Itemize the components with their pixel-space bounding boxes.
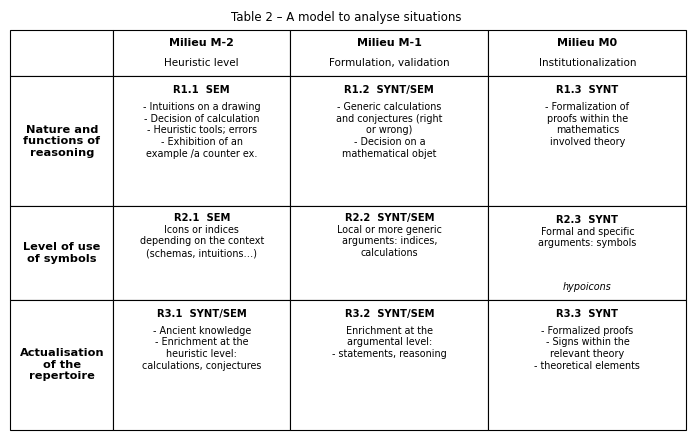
- Text: R3.1  SYNT/SEM: R3.1 SYNT/SEM: [157, 309, 246, 319]
- Bar: [290, 76, 489, 206]
- Text: R2.1  SEM: R2.1 SEM: [174, 213, 230, 223]
- Bar: [113, 206, 290, 300]
- Text: R1.2  SYNT/SEM: R1.2 SYNT/SEM: [345, 85, 434, 95]
- Text: hypoicons: hypoicons: [563, 282, 612, 292]
- Text: R3.3  SYNT: R3.3 SYNT: [556, 309, 619, 319]
- Text: R2.3  SYNT: R2.3 SYNT: [556, 214, 619, 224]
- Bar: [10, 30, 113, 76]
- Text: - Generic calculations
and conjectures (right
or wrong)
- Decision on a
mathemat: - Generic calculations and conjectures (…: [336, 102, 442, 159]
- Bar: [489, 206, 686, 300]
- Bar: [290, 206, 489, 300]
- Bar: [489, 300, 686, 430]
- Text: Icons or indices
depending on the context
(schemas, intuitions…): Icons or indices depending on the contex…: [140, 225, 264, 258]
- Bar: [489, 76, 686, 206]
- Text: Table 2 – A model to analyse situations: Table 2 – A model to analyse situations: [230, 11, 462, 24]
- Bar: [10, 76, 113, 206]
- Text: - Formalized proofs
- Signs within the
relevant theory
- theoretical elements: - Formalized proofs - Signs within the r…: [534, 326, 640, 371]
- Bar: [113, 76, 290, 206]
- Bar: [10, 206, 113, 300]
- Bar: [113, 300, 290, 430]
- Bar: [10, 300, 113, 430]
- Text: Milieu M0: Milieu M0: [557, 38, 617, 48]
- Text: - Formalization of
proofs within the
mathematics
involved theory: - Formalization of proofs within the mat…: [545, 102, 630, 147]
- Bar: [489, 30, 686, 76]
- Text: Milieu M-2: Milieu M-2: [170, 38, 234, 48]
- Text: Nature and
functions of
reasoning: Nature and functions of reasoning: [24, 125, 100, 158]
- Text: Formal and specific
arguments: symbols: Formal and specific arguments: symbols: [538, 227, 637, 248]
- Text: Milieu M-1: Milieu M-1: [357, 38, 421, 48]
- Bar: [290, 30, 489, 76]
- Bar: [113, 30, 290, 76]
- Text: R3.2  SYNT/SEM: R3.2 SYNT/SEM: [345, 309, 434, 319]
- Text: - Ancient knowledge
- Enrichment at the
heuristic level:
calculations, conjectur: - Ancient knowledge - Enrichment at the …: [142, 326, 262, 371]
- Text: Actualisation
of the
repertoire: Actualisation of the repertoire: [19, 348, 104, 381]
- Text: Institutionalization: Institutionalization: [538, 59, 636, 69]
- Text: R2.2  SYNT/SEM: R2.2 SYNT/SEM: [345, 213, 434, 223]
- Text: Level of use
of symbols: Level of use of symbols: [23, 242, 100, 264]
- Text: Formulation, validation: Formulation, validation: [329, 59, 450, 69]
- Text: R1.3  SYNT: R1.3 SYNT: [556, 85, 619, 95]
- Bar: [290, 300, 489, 430]
- Text: R1.1  SEM: R1.1 SEM: [174, 85, 230, 95]
- Text: - Intuitions on a drawing
- Decision of calculation
- Heuristic tools; errors
- : - Intuitions on a drawing - Decision of …: [143, 102, 260, 159]
- Text: Heuristic level: Heuristic level: [165, 59, 239, 69]
- Text: Local or more generic
arguments: indices,
calculations: Local or more generic arguments: indices…: [337, 225, 441, 258]
- Text: Enrichment at the
argumental level:
- statements, reasoning: Enrichment at the argumental level: - st…: [332, 326, 447, 359]
